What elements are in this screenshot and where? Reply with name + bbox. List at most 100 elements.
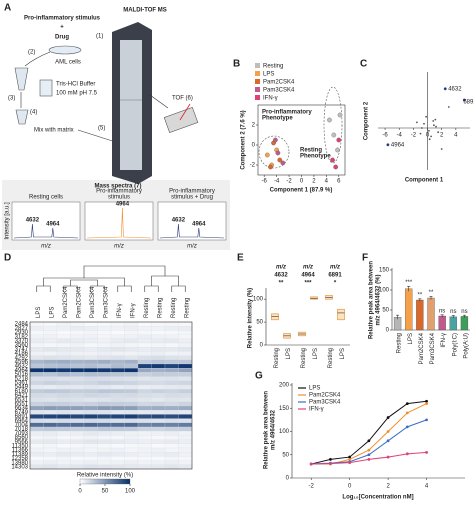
heatmap-cell: [83, 380, 98, 386]
heatmap-cell: [97, 384, 112, 390]
heatmap-cell: [137, 405, 152, 411]
heatmap-cell: [29, 326, 44, 331]
heatmap-cell: [164, 401, 179, 407]
heatmap-cell: [151, 342, 166, 348]
x-tick-label: LPS: [340, 348, 346, 359]
heatmap-cell: [56, 452, 71, 457]
heatmap-cell: [43, 389, 58, 394]
heatmap-cell: [151, 414, 166, 419]
heatmap-cell: [83, 397, 98, 402]
point: [405, 411, 409, 415]
point: [268, 164, 273, 170]
heatmap-cell: [83, 372, 98, 377]
heatmap-cell: [151, 456, 166, 461]
heatmap-cell: [70, 363, 85, 369]
dendrogram: [36, 265, 186, 292]
point: [437, 131, 440, 134]
instrument-front: [120, 40, 142, 170]
y-tick-label: 2: [252, 123, 256, 129]
column-label: Pam3CSK4: [103, 286, 109, 318]
heatmap-cell: [178, 447, 193, 453]
heatmap-cell: [43, 351, 58, 356]
heatmap-cell: [83, 355, 98, 360]
heatmap-cell: [137, 355, 152, 360]
heatmap-cell: [29, 435, 44, 440]
heatmap-cell: [178, 456, 193, 461]
cluster: [258, 135, 290, 169]
heatmap-cell: [56, 464, 71, 470]
heatmap-cell: [137, 338, 152, 344]
legend-label: Pam2CSK4: [309, 393, 341, 399]
heatmap-cell: [137, 326, 152, 331]
callout: [149, 94, 169, 109]
heatmap-cell: [29, 376, 44, 381]
bar: [405, 288, 413, 331]
heatmap-cell: [124, 368, 139, 373]
heatmap-cell: [164, 405, 179, 411]
legend-label: Resting: [263, 64, 283, 70]
spectrum-caption: Pro-inflammatory: [96, 189, 142, 195]
heatmap-cell: [97, 447, 112, 453]
heatmap-cell: [178, 372, 193, 377]
heatmap-cell: [56, 363, 71, 369]
heatmap-cell: [137, 376, 152, 381]
heatmap-cell: [83, 330, 98, 335]
x-tick-label: -2: [309, 484, 315, 490]
heatmap-cell: [43, 439, 58, 444]
heatmap-cell: [124, 460, 139, 465]
heatmap-cell: [178, 347, 193, 352]
point: [419, 132, 422, 135]
heatmap-cell: [29, 393, 44, 398]
heatmap-cell: [29, 355, 44, 360]
heatmap-cell: [164, 397, 179, 402]
heatmap-cell: [178, 426, 193, 432]
point: [277, 157, 283, 163]
heatmap-cell: [83, 321, 98, 327]
column-label: Pam2CSK4: [76, 286, 82, 318]
heatmap-cell: [164, 452, 179, 457]
heatmap-cell: [178, 380, 193, 386]
heatmap-cell: [29, 422, 44, 428]
heatmap-cell: [29, 410, 44, 415]
heatmap-cell: [83, 460, 98, 465]
labeled-point: [443, 87, 447, 91]
heatmap-cell: [70, 330, 85, 335]
x-axis-label: m/z: [187, 244, 197, 250]
heatmap-cell: [110, 414, 125, 419]
heatmap-cell: [56, 456, 71, 461]
heatmap-cell: [70, 414, 85, 419]
heatmap-cell: [29, 439, 44, 444]
point: [348, 455, 352, 459]
heatmap-cell: [43, 372, 58, 377]
heatmap-cell: [97, 464, 112, 470]
heatmap-cell: [151, 368, 166, 373]
y-tick-label: 50: [282, 452, 289, 458]
heatmap-cell: [29, 426, 44, 432]
row-label: 5449: [15, 385, 29, 391]
heatmap-cell: [43, 414, 58, 419]
heatmap-cell: [56, 422, 71, 428]
heatmap-cell: [164, 342, 179, 348]
heatmap-cell: [151, 397, 166, 402]
heatmap-cell: [151, 330, 166, 335]
heatmap-cell: [56, 401, 71, 407]
heatmap-cell: [164, 330, 179, 335]
heatmap-cell: [124, 372, 139, 377]
spectrum-box: [84, 201, 154, 241]
heatmap-cell: [164, 447, 179, 453]
error-bar: [429, 296, 433, 300]
heatmap-cell: [178, 342, 193, 348]
heatmap-cell: [151, 418, 166, 423]
heatmap-cell: [29, 405, 44, 411]
row-label: 12358: [11, 456, 28, 462]
x-tick-label: Pam2CSK4: [419, 332, 425, 364]
heatmap-cell: [151, 326, 166, 331]
point: [428, 129, 430, 132]
legend-label: LPS: [309, 386, 320, 392]
point: [405, 452, 409, 456]
heatmap-cell: [70, 397, 85, 402]
panel-label: F: [362, 253, 368, 264]
heatmap-cell: [151, 447, 166, 453]
y-tick-label: 0: [260, 343, 264, 349]
row-label: 3560: [15, 343, 29, 349]
